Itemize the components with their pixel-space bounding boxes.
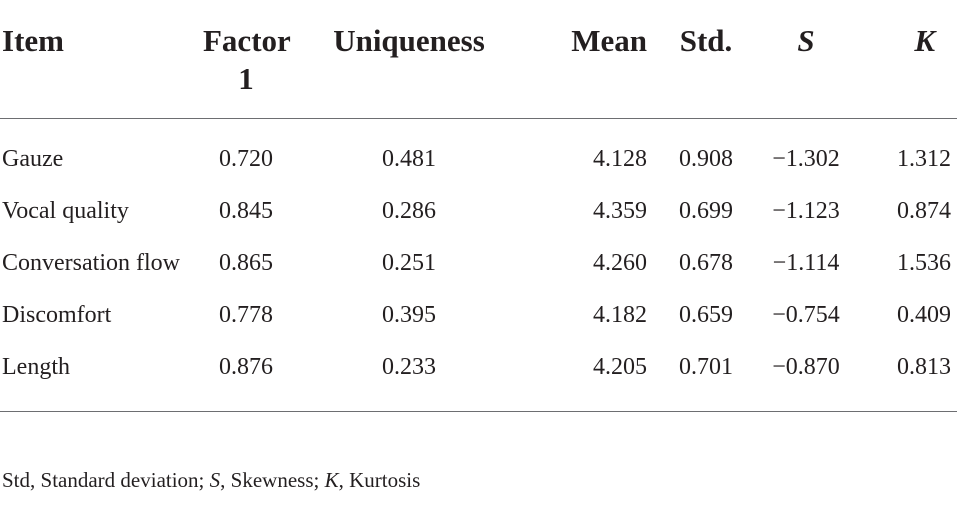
footnote-s-abbr: S xyxy=(209,468,221,492)
cell-uniqueness: 0.395 xyxy=(382,302,436,328)
cell-std: 0.678 xyxy=(679,250,733,276)
cell-uniqueness: 0.251 xyxy=(382,250,436,276)
cell-skewness: −0.754 xyxy=(772,302,840,328)
table-row: Discomfort 0.778 0.395 4.182 0.659 −0.75… xyxy=(0,289,957,341)
cell-std: 0.699 xyxy=(679,198,733,224)
table-row: Vocal quality 0.845 0.286 4.359 0.699 −1… xyxy=(0,185,957,237)
footnote-std: Std, Standard deviation; xyxy=(2,468,210,492)
cell-uniqueness: 0.481 xyxy=(382,146,436,172)
cell-skewness: −0.870 xyxy=(772,354,840,380)
footnote-k-def: , Kurtosis xyxy=(338,468,421,492)
cell-skewness: −1.114 xyxy=(772,250,840,276)
cell-uniqueness: 0.286 xyxy=(382,198,436,224)
cell-kurtosis: 0.409 xyxy=(897,302,951,328)
cell-mean: 4.128 xyxy=(593,146,647,172)
table-footnote: Std, Standard deviation; S, Skewness; K,… xyxy=(2,466,420,494)
factor-analysis-table: Item Factor 1 Uniqueness Mean Std. S K G… xyxy=(0,0,957,412)
cell-factor1: 0.778 xyxy=(219,302,273,328)
table-header-row: Item Factor 1 Uniqueness Mean Std. S K xyxy=(0,0,957,119)
table-row: Conversation flow 0.865 0.251 4.260 0.67… xyxy=(0,237,957,289)
header-uniqueness: Uniqueness xyxy=(333,23,485,58)
stats-table-container: Item Factor 1 Uniqueness Mean Std. S K G… xyxy=(0,0,957,412)
header-std: Std. xyxy=(679,23,733,58)
header-kurtosis: K xyxy=(914,23,935,58)
cell-mean: 4.182 xyxy=(593,302,647,328)
table-row: Gauze 0.720 0.481 4.128 0.908 −1.302 1.3… xyxy=(0,119,957,186)
cell-factor1: 0.876 xyxy=(219,354,273,380)
cell-kurtosis: 0.874 xyxy=(897,198,951,224)
cell-factor1: 0.720 xyxy=(219,146,273,172)
cell-skewness: −1.302 xyxy=(772,146,840,172)
cell-kurtosis: 1.536 xyxy=(897,250,951,276)
cell-mean: 4.205 xyxy=(593,354,647,380)
cell-uniqueness: 0.233 xyxy=(382,354,436,380)
footnote-s-def: , Skewness; xyxy=(220,468,325,492)
table-row: Length 0.876 0.233 4.205 0.701 −0.870 0.… xyxy=(0,341,957,412)
header-mean: Mean xyxy=(571,23,647,58)
cell-item: Discomfort xyxy=(2,302,112,328)
cell-factor1: 0.865 xyxy=(219,250,273,276)
cell-mean: 4.260 xyxy=(593,250,647,276)
cell-item: Conversation flow xyxy=(2,250,180,276)
header-skewness: S xyxy=(797,23,815,58)
cell-mean: 4.359 xyxy=(593,198,647,224)
cell-std: 0.701 xyxy=(679,354,733,380)
cell-item: Length xyxy=(2,354,70,380)
cell-factor1: 0.845 xyxy=(219,198,273,224)
cell-std: 0.908 xyxy=(679,146,733,172)
cell-kurtosis: 1.312 xyxy=(897,146,951,172)
header-factor1: Factor 1 xyxy=(203,23,291,96)
table-body: Gauze 0.720 0.481 4.128 0.908 −1.302 1.3… xyxy=(0,119,957,412)
cell-item: Vocal quality xyxy=(2,198,129,224)
cell-kurtosis: 0.813 xyxy=(897,354,951,380)
cell-item: Gauze xyxy=(2,146,64,172)
cell-std: 0.659 xyxy=(679,302,733,328)
footnote-k-abbr: K xyxy=(324,468,339,492)
cell-skewness: −1.123 xyxy=(772,198,840,224)
header-item: Item xyxy=(2,23,64,58)
